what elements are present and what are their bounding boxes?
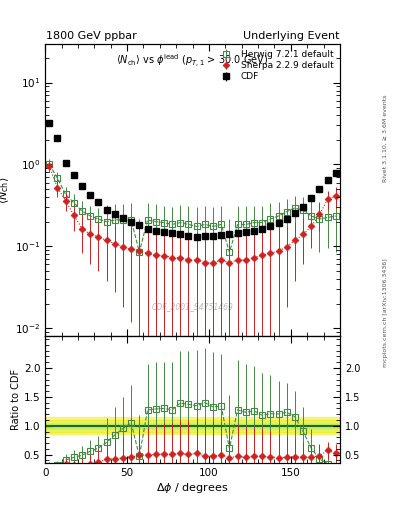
Text: Underlying Event: Underlying Event xyxy=(242,31,339,41)
Text: $\langle N_\mathrm{ch}\rangle$ vs $\phi^\mathrm{lead}$ ($p_{T,1}$ > 30.0 GeV): $\langle N_\mathrm{ch}\rangle$ vs $\phi^… xyxy=(116,52,269,69)
Bar xyxy=(45,429,340,432)
Text: CDF_2001_S4751469: CDF_2001_S4751469 xyxy=(152,303,233,311)
Bar xyxy=(45,417,340,420)
Text: Rivet 3.1.10, ≥ 3.6M events: Rivet 3.1.10, ≥ 3.6M events xyxy=(383,95,387,182)
Text: mcplots.cern.ch [arXiv:1306.3436]: mcplots.cern.ch [arXiv:1306.3436] xyxy=(383,258,387,367)
X-axis label: $\Delta\phi$ / degrees: $\Delta\phi$ / degrees xyxy=(156,481,229,495)
Legend: Herwig 7.2.1 default, Sherpa 2.2.9 default, CDF: Herwig 7.2.1 default, Sherpa 2.2.9 defau… xyxy=(213,46,337,85)
Y-axis label: $\langle N_\mathrm{ch}\rangle$: $\langle N_\mathrm{ch}\rangle$ xyxy=(0,176,11,204)
Y-axis label: Ratio to CDF: Ratio to CDF xyxy=(11,369,21,430)
Text: 1800 GeV ppbar: 1800 GeV ppbar xyxy=(46,31,137,41)
Bar xyxy=(45,420,340,423)
Bar xyxy=(45,432,340,435)
Bar xyxy=(45,423,340,429)
